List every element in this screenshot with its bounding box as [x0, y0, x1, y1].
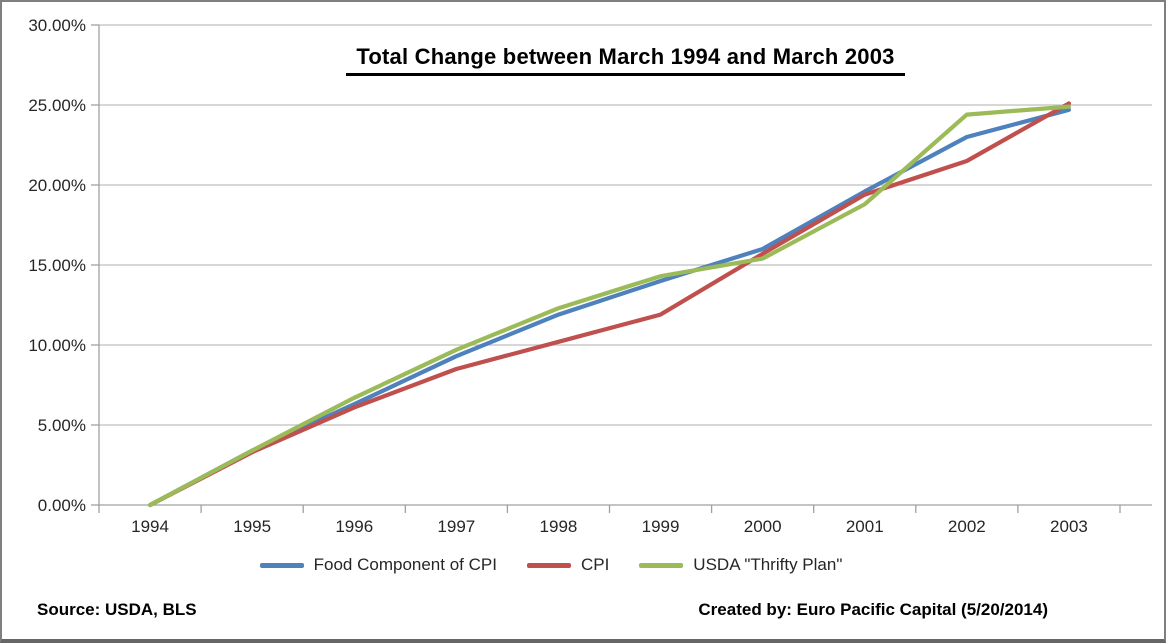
y-tick-label: 25.00% — [28, 96, 86, 115]
x-tick-label: 1997 — [437, 517, 475, 536]
series-line-0 — [148, 107, 1072, 508]
legend: Food Component of CPI CPI USDA "Thrifty … — [2, 555, 1132, 575]
x-tick-label: 1995 — [233, 517, 271, 536]
x-tick-label: 2000 — [744, 517, 782, 536]
legend-label-food-cpi: Food Component of CPI — [313, 555, 497, 574]
legend-item-thrifty-plan: USDA "Thrifty Plan" — [639, 555, 842, 575]
y-tick-label: 10.00% — [28, 336, 86, 355]
y-tick-label: 0.00% — [38, 496, 86, 515]
legend-item-cpi: CPI — [526, 555, 610, 575]
source-note: Source: USDA, BLS — [37, 600, 197, 619]
x-tick-label: 2003 — [1050, 517, 1088, 536]
x-tick-label: 2001 — [846, 517, 884, 536]
legend-item-food-cpi: Food Component of CPI — [259, 555, 497, 575]
legend-line-swatch-blue — [259, 562, 304, 568]
x-tick-label: 1996 — [335, 517, 373, 536]
y-tick-label: 5.00% — [38, 416, 86, 435]
legend-line-swatch-red — [526, 562, 571, 568]
x-tick-label: 1998 — [540, 517, 578, 536]
x-tick-label: 2002 — [948, 517, 986, 536]
x-tick-label: 1999 — [642, 517, 680, 536]
y-tick-label: 15.00% — [28, 256, 86, 275]
credit-note: Created by: Euro Pacific Capital (5/20/2… — [698, 600, 1048, 619]
series-line-1 — [148, 101, 1072, 508]
legend-label-thrifty-plan: USDA "Thrifty Plan" — [693, 555, 843, 574]
y-tick-label: 30.00% — [28, 16, 86, 35]
x-tick-label: 1994 — [131, 517, 169, 536]
legend-label-cpi: CPI — [580, 555, 610, 574]
y-tick-label: 20.00% — [28, 176, 86, 195]
legend-line-swatch-green — [639, 562, 684, 568]
series-line-2 — [148, 104, 1072, 508]
